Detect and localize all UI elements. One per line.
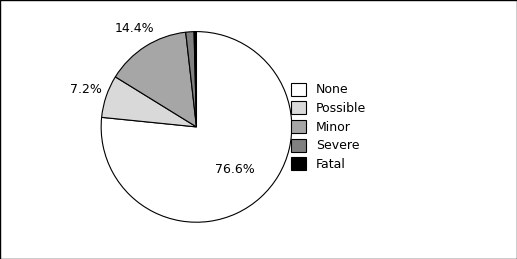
Wedge shape: [186, 32, 196, 127]
Wedge shape: [115, 32, 196, 127]
Wedge shape: [101, 32, 292, 222]
Wedge shape: [102, 77, 196, 127]
Legend: None, Possible, Minor, Severe, Fatal: None, Possible, Minor, Severe, Fatal: [286, 78, 371, 176]
Wedge shape: [194, 32, 196, 127]
Text: 14.4%: 14.4%: [114, 22, 154, 35]
Text: 76.6%: 76.6%: [215, 163, 255, 176]
Text: 7.2%: 7.2%: [70, 83, 102, 96]
Text: 1.4%: 1.4%: [172, 0, 203, 2]
Text: 0.4%: 0.4%: [179, 0, 211, 2]
